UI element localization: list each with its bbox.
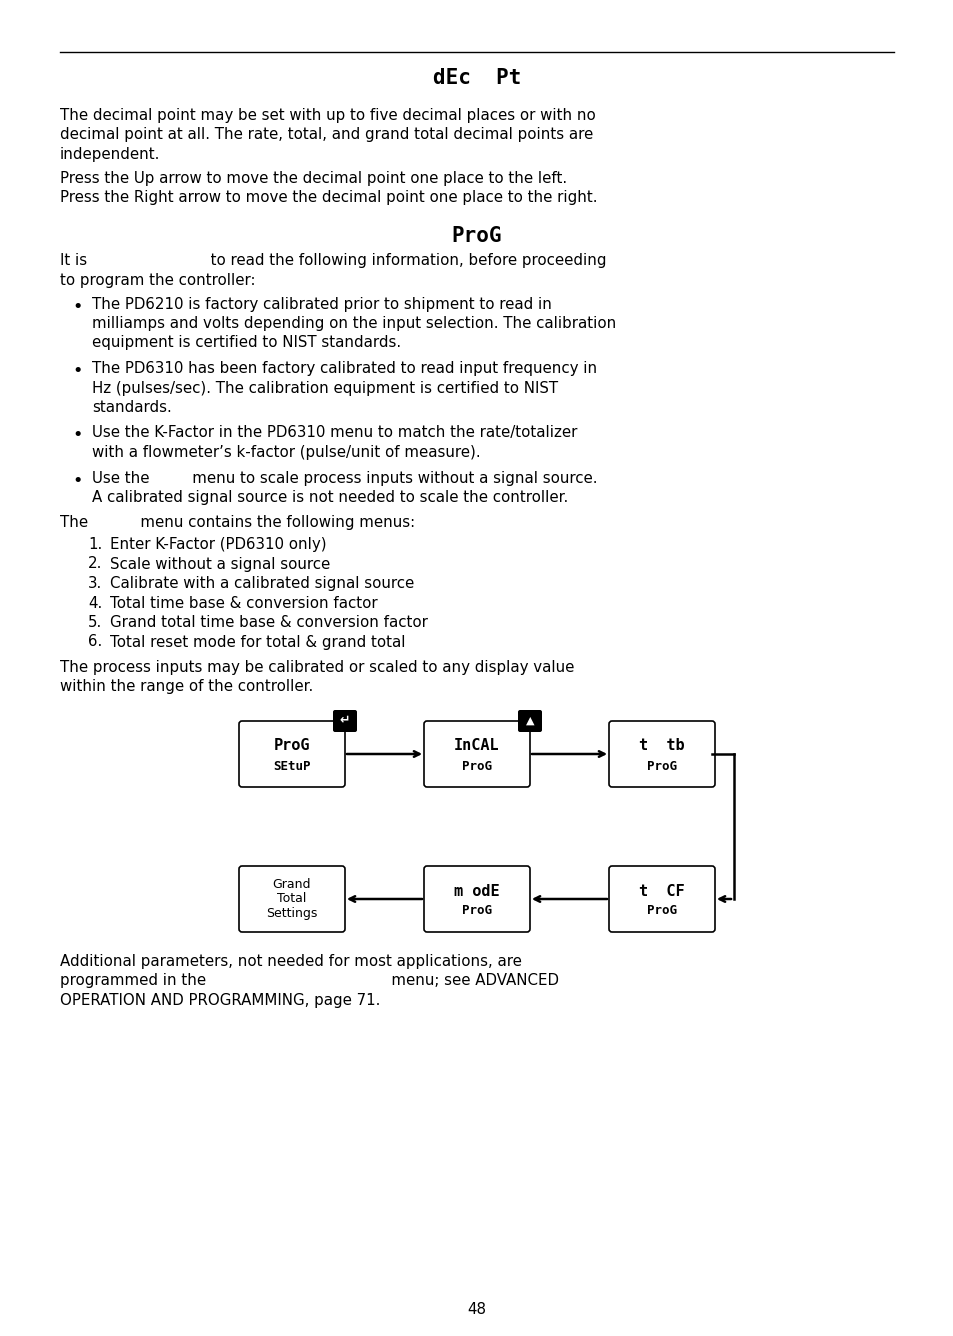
Text: to program the controller:: to program the controller: bbox=[60, 273, 255, 289]
Text: Additional parameters, not needed for most applications, are: Additional parameters, not needed for mo… bbox=[60, 954, 521, 969]
Text: dEc  Pt: dEc Pt bbox=[433, 68, 520, 88]
FancyBboxPatch shape bbox=[423, 721, 530, 787]
Text: 3.: 3. bbox=[88, 576, 102, 591]
Text: Settings: Settings bbox=[266, 907, 317, 919]
Text: The           menu contains the following menus:: The menu contains the following menus: bbox=[60, 516, 415, 530]
Text: 2.: 2. bbox=[88, 557, 102, 572]
Text: independent.: independent. bbox=[60, 147, 160, 162]
Text: InCAL: InCAL bbox=[454, 739, 499, 754]
Text: ProG: ProG bbox=[452, 227, 501, 247]
Text: The decimal point may be set with up to five decimal places or with no: The decimal point may be set with up to … bbox=[60, 108, 595, 123]
Text: •: • bbox=[71, 426, 82, 445]
Text: Calibrate with a calibrated signal source: Calibrate with a calibrated signal sourc… bbox=[110, 576, 414, 591]
Text: •: • bbox=[71, 472, 82, 489]
Text: t  CF: t CF bbox=[639, 883, 684, 899]
FancyBboxPatch shape bbox=[239, 866, 345, 933]
Text: Press the Up arrow to move the decimal point one place to the left.: Press the Up arrow to move the decimal p… bbox=[60, 171, 566, 186]
Text: 4.: 4. bbox=[88, 596, 102, 611]
Text: Grand total time base & conversion factor: Grand total time base & conversion facto… bbox=[110, 615, 428, 631]
Text: within the range of the controller.: within the range of the controller. bbox=[60, 680, 313, 695]
Text: programmed in the                                       menu; see ADVANCED: programmed in the menu; see ADVANCED bbox=[60, 974, 558, 989]
FancyBboxPatch shape bbox=[423, 866, 530, 933]
FancyBboxPatch shape bbox=[333, 709, 356, 732]
Text: The PD6210 is factory calibrated prior to shipment to read in: The PD6210 is factory calibrated prior t… bbox=[91, 297, 551, 311]
Text: 5.: 5. bbox=[88, 615, 102, 631]
Text: equipment is certified to NIST standards.: equipment is certified to NIST standards… bbox=[91, 335, 400, 350]
Text: •: • bbox=[71, 298, 82, 315]
FancyBboxPatch shape bbox=[239, 721, 345, 787]
FancyBboxPatch shape bbox=[608, 866, 714, 933]
Text: It is                          to read the following information, before proceed: It is to read the following information,… bbox=[60, 254, 606, 269]
Text: Enter K-Factor (PD6310 only): Enter K-Factor (PD6310 only) bbox=[110, 537, 326, 552]
FancyBboxPatch shape bbox=[608, 721, 714, 787]
Text: t  tb: t tb bbox=[639, 739, 684, 754]
Text: Hz (pulses/sec). The calibration equipment is certified to NIST: Hz (pulses/sec). The calibration equipme… bbox=[91, 381, 558, 395]
Text: ProG: ProG bbox=[274, 739, 310, 754]
Text: Scale without a signal source: Scale without a signal source bbox=[110, 557, 330, 572]
Text: standards.: standards. bbox=[91, 399, 172, 415]
Text: Total time base & conversion factor: Total time base & conversion factor bbox=[110, 596, 377, 611]
Text: The process inputs may be calibrated or scaled to any display value: The process inputs may be calibrated or … bbox=[60, 660, 574, 675]
FancyBboxPatch shape bbox=[517, 709, 541, 732]
Text: OPERATION AND PROGRAMMING, page 71.: OPERATION AND PROGRAMMING, page 71. bbox=[60, 993, 380, 1007]
Text: Use the         menu to scale process inputs without a signal source.: Use the menu to scale process inputs wit… bbox=[91, 470, 597, 485]
Text: decimal point at all. The rate, total, and grand total decimal points are: decimal point at all. The rate, total, a… bbox=[60, 127, 593, 143]
Text: •: • bbox=[71, 362, 82, 379]
Text: Use the K-Factor in the PD6310 menu to match the rate/totalizer: Use the K-Factor in the PD6310 menu to m… bbox=[91, 425, 577, 441]
Text: ProG: ProG bbox=[646, 904, 677, 918]
Text: 48: 48 bbox=[467, 1303, 486, 1317]
Text: ProG: ProG bbox=[461, 904, 492, 918]
Text: Total reset mode for total & grand total: Total reset mode for total & grand total bbox=[110, 635, 405, 649]
Text: milliamps and volts depending on the input selection. The calibration: milliamps and volts depending on the inp… bbox=[91, 317, 616, 331]
Text: The PD6310 has been factory calibrated to read input frequency in: The PD6310 has been factory calibrated t… bbox=[91, 361, 597, 375]
Text: ↵: ↵ bbox=[339, 715, 350, 728]
Text: m odE: m odE bbox=[454, 883, 499, 899]
Text: Total: Total bbox=[277, 892, 306, 906]
Text: ▲: ▲ bbox=[525, 716, 534, 725]
Text: Grand: Grand bbox=[273, 879, 311, 891]
Text: Press the Right arrow to move the decimal point one place to the right.: Press the Right arrow to move the decima… bbox=[60, 190, 597, 204]
Text: 6.: 6. bbox=[88, 635, 102, 649]
Text: ProG: ProG bbox=[646, 759, 677, 772]
Text: 1.: 1. bbox=[88, 537, 102, 552]
Text: A calibrated signal source is not needed to scale the controller.: A calibrated signal source is not needed… bbox=[91, 490, 568, 505]
Text: ProG: ProG bbox=[461, 759, 492, 772]
Text: with a flowmeter’s k-factor (pulse/unit of measure).: with a flowmeter’s k-factor (pulse/unit … bbox=[91, 445, 480, 460]
Text: SEtuP: SEtuP bbox=[273, 759, 311, 772]
